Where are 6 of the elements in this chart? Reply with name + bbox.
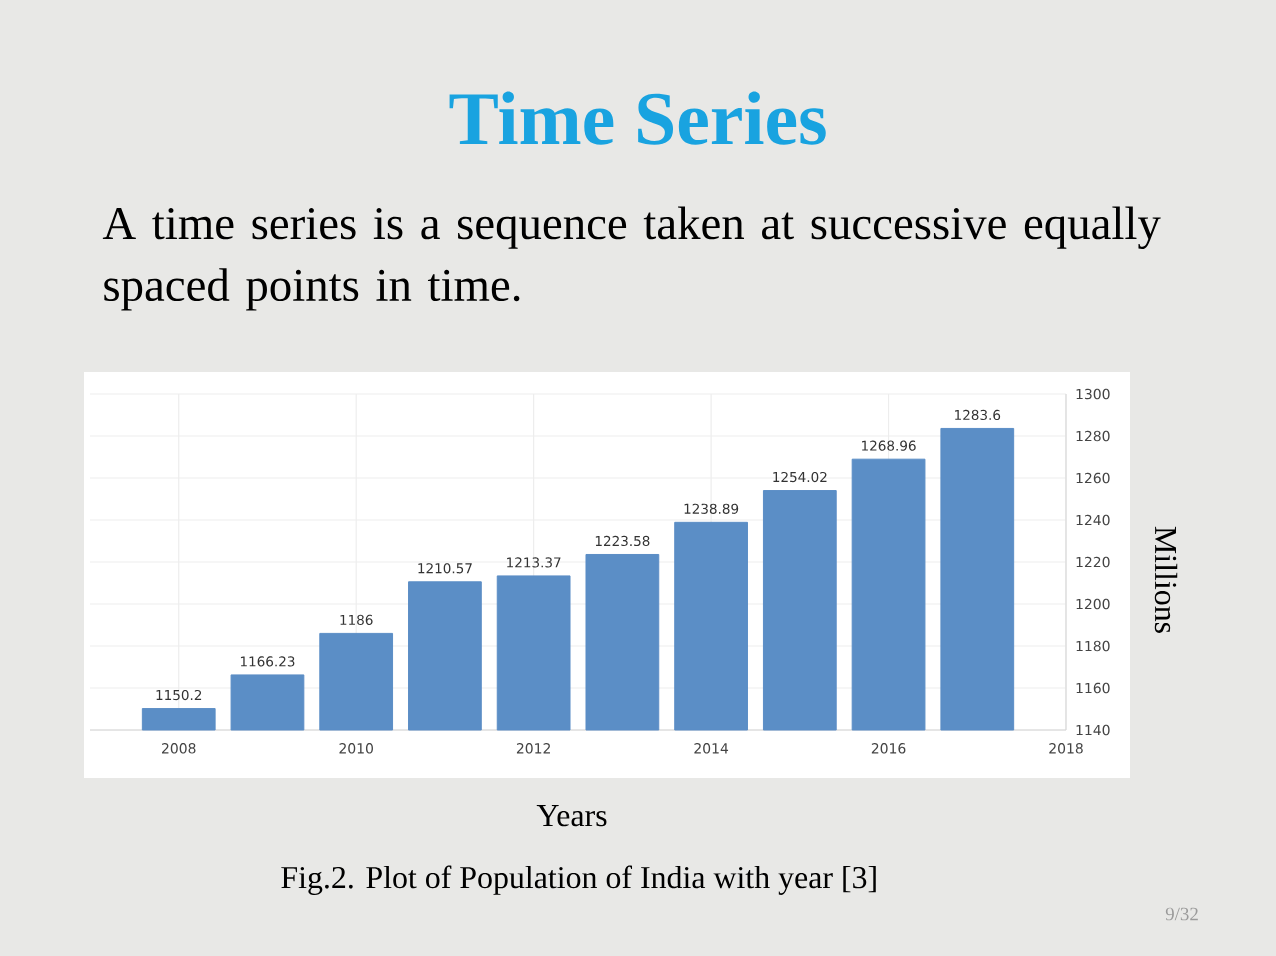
y-axis-title: Millions [1154,526,1178,633]
text: 9/32 [1165,907,1198,921]
x-axis-title: Years [536,805,607,827]
caption: Fig.2. Plot of Population of India with year [3] [281,865,876,895]
chart-title: Time Series [449,91,826,145]
chart-subtitle: A time series is a sequence taken at successive equally spaced points in time. [102,206,1161,311]
